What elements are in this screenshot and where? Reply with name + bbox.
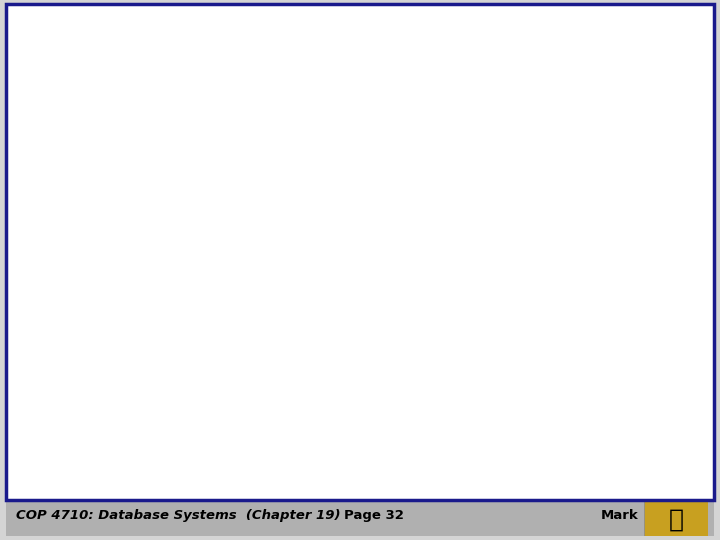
Text: Mark: Mark	[601, 509, 639, 522]
Text: universal relation called R = (A, B, C, ..., Z).  This: universal relation called R = (A, B, C, …	[73, 155, 441, 169]
Text: •: •	[40, 69, 50, 86]
Text: constraint: constraint	[202, 424, 279, 438]
Text: Functional Dependencies: Functional Dependencies	[181, 26, 539, 53]
Text: assume that a relational schema has attributes (A, B, C,: assume that a relational schema has attr…	[73, 97, 488, 111]
Text: COP 4710: Database Systems  (Chapter 19): COP 4710: Database Systems (Chapter 19)	[17, 509, 341, 522]
Text: is specified as a: is specified as a	[73, 424, 196, 438]
Text: A functional dependency is a property of the semantics of: A functional dependency is a property of…	[73, 261, 502, 275]
Text: Page 32: Page 32	[344, 509, 404, 522]
Text: a unique name.: a unique name.	[73, 212, 188, 226]
Text: •: •	[40, 395, 50, 413]
Text: •: •	[40, 261, 50, 278]
Text: ..., Z) and that the whole database is described by a single: ..., Z) and that the whole database is d…	[73, 126, 507, 140]
Text: dependencies between attributes.: dependencies between attributes.	[73, 347, 325, 361]
Text: 🦅: 🦅	[669, 508, 683, 531]
Text: between the attributes.: between the attributes.	[274, 424, 454, 438]
Text: attributes relate to one another, and specify the functional: attributes relate to one another, and sp…	[73, 318, 508, 332]
Text: For our discussion on functional dependencies (fds),: For our discussion on functional depende…	[73, 69, 463, 83]
Text: the attributes in a relation.  The semantics indicate how: the attributes in a relation. The semant…	[73, 289, 491, 303]
Text: When a functional dependency is present, the dependency: When a functional dependency is present,…	[73, 395, 508, 409]
Text: assumption means that every attribute in the database has: assumption means that every attribute in…	[73, 184, 511, 198]
